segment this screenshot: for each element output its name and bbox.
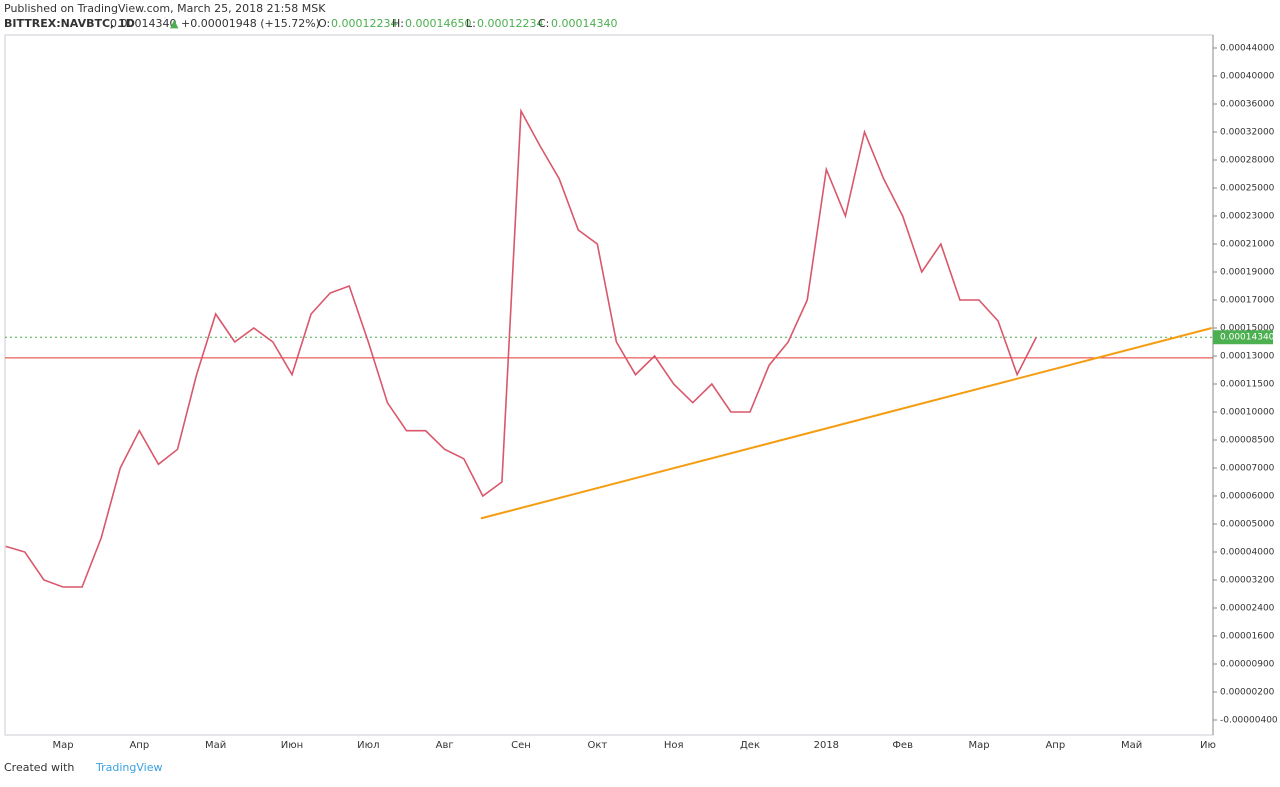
- o-label: O:: [318, 17, 330, 30]
- high: 0.00014650: [405, 17, 471, 30]
- published: Published on TradingView.com, March 25, …: [4, 2, 326, 15]
- change: +0.00001948 (+15.72%): [181, 17, 320, 30]
- y-tick-label: 0.00002400: [1220, 604, 1275, 614]
- x-tick-label: Фев: [892, 740, 913, 751]
- low: 0.00012234: [477, 17, 543, 30]
- x-tick-label: Мар: [52, 740, 73, 751]
- brand[interactable]: TradingView: [95, 761, 162, 774]
- y-tick-label: 0.00028000: [1220, 156, 1275, 166]
- y-tick-label: 0.00001600: [1220, 632, 1275, 642]
- x-tick-label: Мар: [968, 740, 989, 751]
- x-tick-label: Май: [1121, 740, 1142, 751]
- y-tick-label: 0.00017000: [1220, 296, 1275, 306]
- y-tick-label: 0.00004000: [1220, 548, 1275, 558]
- x-tick-label: Сен: [511, 740, 531, 751]
- x-tick-label: Авг: [436, 740, 454, 751]
- x-tick-label: Май: [205, 740, 226, 751]
- arrow: ▲: [170, 17, 179, 30]
- price-line: [5, 108, 1037, 588]
- close: 0.00014340: [551, 17, 617, 30]
- last-price-box: [1213, 330, 1273, 345]
- plot-frame: [4, 34, 1214, 736]
- y-tick-label: 0.00011500: [1220, 380, 1275, 390]
- created-with: Created with: [4, 761, 74, 774]
- y-tick-label: 0.00019000: [1220, 268, 1275, 278]
- last-price-label: 0.00014340: [1220, 333, 1275, 343]
- trendline: [480, 327, 1213, 520]
- y-tick-label: 0.00036000: [1220, 100, 1275, 110]
- price: 0.00014340: [110, 17, 176, 30]
- x-tick-label: Апр: [129, 740, 149, 751]
- open: 0.00012234: [331, 17, 397, 30]
- l-label: L:: [466, 17, 476, 30]
- y-tick-label: 0.00023000: [1220, 212, 1275, 222]
- y-tick-label: -0.00000400: [1220, 716, 1278, 726]
- x-tick-label: Дек: [740, 740, 760, 751]
- y-tick-label: 0.00032000: [1220, 128, 1275, 138]
- y-tick-label: 0.00013000: [1220, 352, 1275, 362]
- y-tick-label: 0.00007000: [1220, 464, 1275, 474]
- y-tick-label: 0.00044000: [1220, 44, 1275, 54]
- x-tick-label: Июл: [357, 740, 379, 751]
- y-tick-label: 0.00000200: [1220, 688, 1275, 698]
- x-tick-label: Ию: [1200, 740, 1216, 751]
- y-tick-label: 0.00025000: [1220, 184, 1275, 194]
- x-tick-label: Апр: [1045, 740, 1065, 751]
- x-tick-label: Окт: [587, 740, 607, 751]
- y-tick-label: 0.00003200: [1220, 576, 1275, 586]
- y-tick-label: 0.00000900: [1220, 660, 1275, 670]
- x-tick-label: Ноя: [664, 740, 684, 751]
- y-tick-label: 0.00015000: [1220, 324, 1275, 334]
- y-tick-label: 0.00021000: [1220, 240, 1275, 250]
- x-tick-label: 2018: [814, 740, 839, 751]
- x-tick-label: Июн: [281, 740, 303, 751]
- y-tick-label: 0.00040000: [1220, 72, 1275, 82]
- symbol: BITTREX:NAVBTC, 1D: [4, 17, 135, 30]
- y-tick-label: 0.00005000: [1220, 520, 1275, 530]
- y-tick-label: 0.00006000: [1220, 492, 1275, 502]
- y-tick-label: 0.00010000: [1220, 408, 1275, 418]
- h-label: H:: [392, 17, 404, 30]
- y-tick-label: 0.00008500: [1220, 436, 1275, 446]
- c-label: C:: [538, 17, 549, 30]
